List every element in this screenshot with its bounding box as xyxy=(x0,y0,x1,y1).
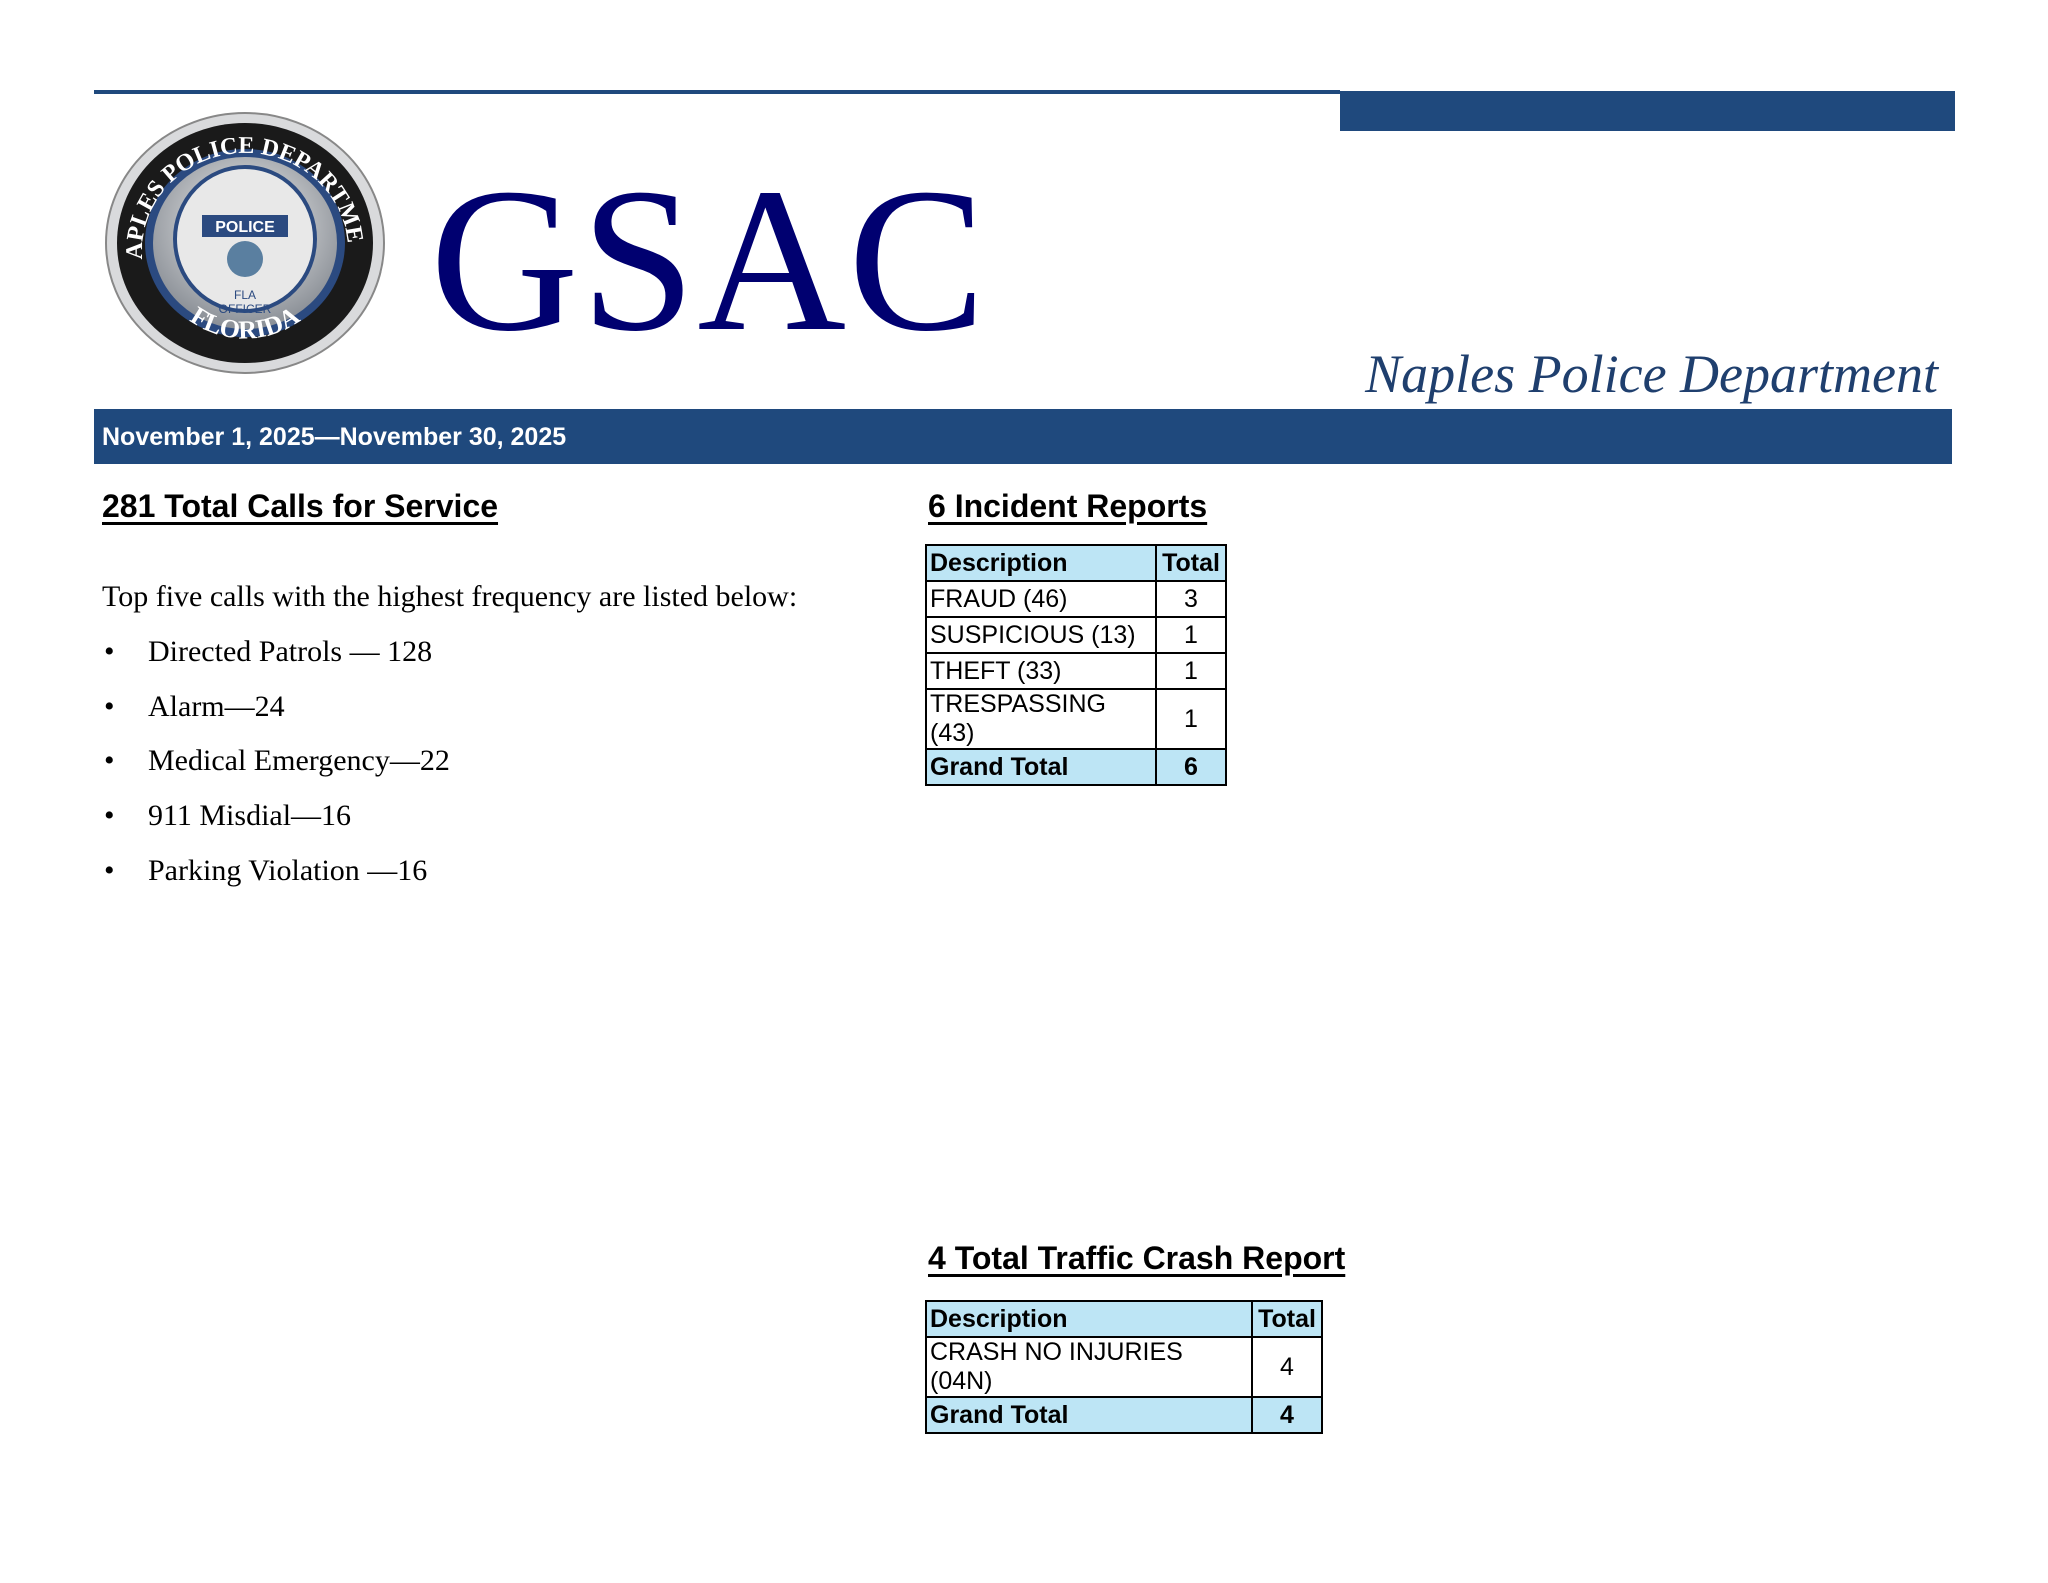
department-name: Naples Police Department xyxy=(1365,344,1938,404)
table-header-row: Description Total xyxy=(925,544,1227,582)
traffic-crash-table: Description Total CRASH NO INJURIES (04N)… xyxy=(925,1300,1323,1434)
list-item-text: 911 Misdial—16 xyxy=(148,799,352,833)
list-item-text: Alarm—24 xyxy=(148,689,285,723)
grand-total-row: Grand Total 6 xyxy=(925,748,1227,786)
table-cell: FRAUD (46) xyxy=(925,580,1157,618)
table-cell: 1 xyxy=(1155,652,1227,690)
table-row: CRASH NO INJURIES (04N) 4 xyxy=(925,1336,1323,1398)
header-rule xyxy=(94,90,1340,94)
list-item: • 911 Misdial—16 xyxy=(102,794,450,849)
column-header: Total xyxy=(1251,1300,1323,1338)
incident-reports-table: Description Total FRAUD (46) 3 SUSPICIOUS … xyxy=(925,544,1227,786)
column-header: Total xyxy=(1155,544,1227,582)
table-cell: 1 xyxy=(1155,616,1227,654)
column-header: Description xyxy=(925,1300,1253,1338)
svg-text:FLA: FLA xyxy=(234,288,256,302)
table-cell: CRASH NO INJURIES (04N) xyxy=(925,1336,1253,1398)
svg-text:POLICE: POLICE xyxy=(215,219,275,236)
list-item: • Directed Patrols — 128 xyxy=(102,630,450,685)
svg-text:OFFICER: OFFICER xyxy=(219,302,272,316)
table-cell: THEFT (33) xyxy=(925,652,1157,690)
calls-for-service-heading: 281 Total Calls for Service xyxy=(102,488,499,524)
table-cell: Grand Total xyxy=(925,1396,1253,1434)
table-header-row: Description Total xyxy=(925,1300,1323,1338)
grand-total-row: Grand Total 4 xyxy=(925,1396,1323,1434)
table-cell: TRESPASSING (43) xyxy=(925,688,1157,750)
table-cell: 1 xyxy=(1155,688,1227,750)
calls-intro: Top five calls with the highest frequenc… xyxy=(102,580,798,613)
police-seal-logo: POLICE FLA OFFICER NAPLES POLICE DEPARTM… xyxy=(104,111,385,374)
column-header: Description xyxy=(925,544,1157,582)
list-item-text: Parking Violation —16 xyxy=(148,853,428,887)
bullet-icon: • xyxy=(104,635,115,668)
date-range: November 1, 2025—November 30, 2025 xyxy=(102,423,567,451)
table-cell: SUSPICIOUS (13) xyxy=(925,616,1157,654)
traffic-crash-heading: 4 Total Traffic Crash Report xyxy=(928,1240,1346,1276)
table-cell: 6 xyxy=(1155,748,1227,786)
bullet-icon: • xyxy=(104,853,115,887)
list-item-text: Directed Patrols — 128 xyxy=(148,635,433,668)
list-item: • Alarm—24 xyxy=(102,685,450,740)
list-item-text: Medical Emergency—22 xyxy=(148,744,450,778)
table-cell: 4 xyxy=(1251,1336,1323,1398)
bullet-icon: • xyxy=(104,689,115,723)
bullet-icon: • xyxy=(104,744,115,778)
bullet-icon: • xyxy=(104,799,115,833)
date-band: November 1, 2025—November 30, 2025 xyxy=(94,409,1952,464)
table-cell: 3 xyxy=(1155,580,1227,618)
top-calls-list: • Directed Patrols — 128 • Alarm—24 • Medic… xyxy=(102,630,450,903)
incident-reports-heading: 6 Incident Reports xyxy=(928,488,1208,524)
table-row: SUSPICIOUS (13) 1 xyxy=(925,616,1227,654)
header-accent-block xyxy=(1340,91,1955,131)
table-cell: 4 xyxy=(1251,1396,1323,1434)
table-row: THEFT (33) 1 xyxy=(925,652,1227,690)
table-row: FRAUD (46) 3 xyxy=(925,580,1227,618)
list-item: • Parking Violation —16 xyxy=(102,849,450,904)
table-cell: Grand Total xyxy=(925,748,1157,786)
list-item: • Medical Emergency—22 xyxy=(102,739,450,794)
table-row: TRESPASSING (43) 1 xyxy=(925,688,1227,750)
publication-title: GSAC xyxy=(430,145,988,374)
